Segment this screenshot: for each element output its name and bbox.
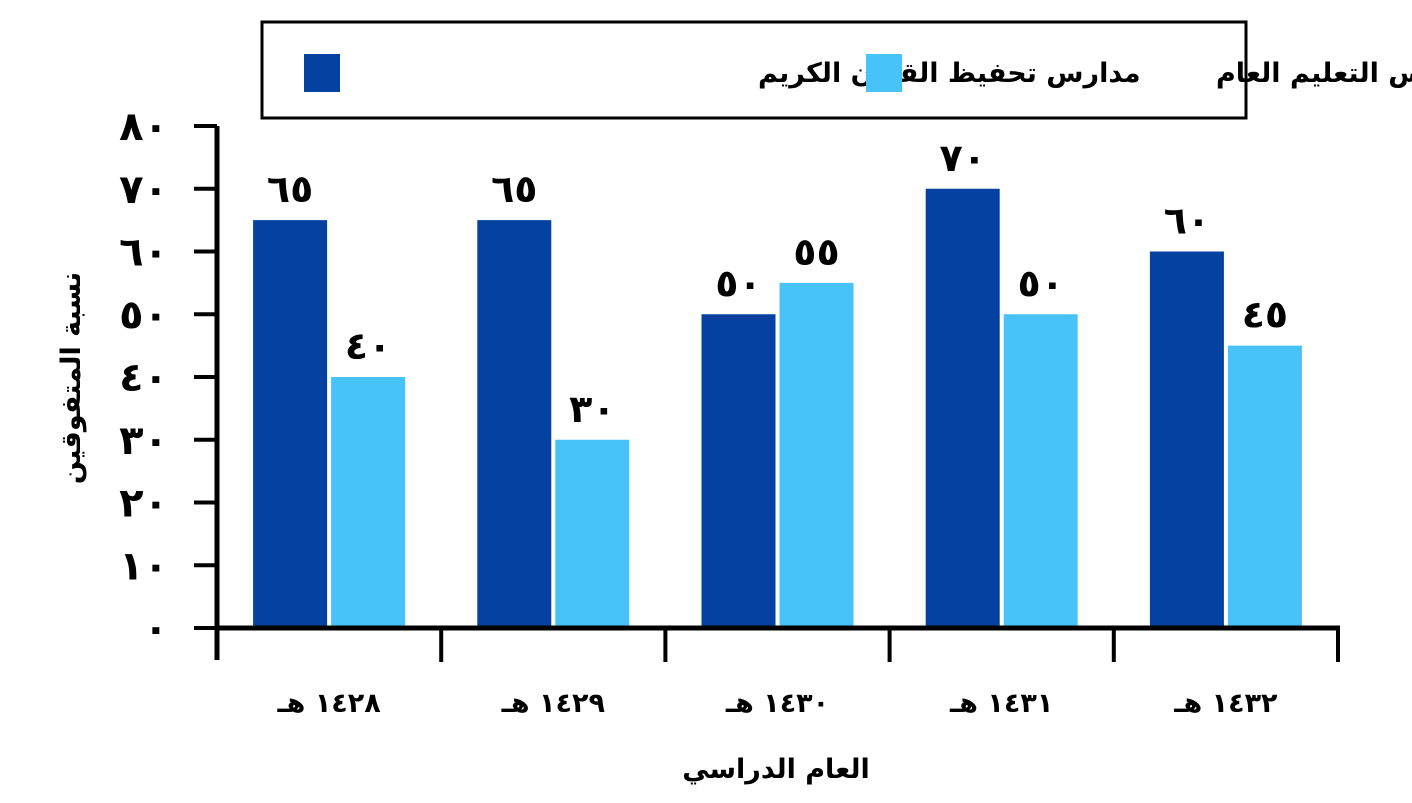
- x-axis-dividers: [439, 628, 1340, 662]
- bar-value-label: ٣٠: [569, 387, 615, 431]
- y-tick-label: ٣٠: [119, 418, 168, 464]
- y-axis-ticks: ٠ ١٠ ٢٠ ٣٠ ٤٠ ٥٠ ٦٠ ٧٠ ٨٠: [119, 104, 217, 652]
- legend-label-quran-schools: مدارس تحفيظ القرآن الكريم: [758, 56, 1141, 89]
- y-tick-label: ٥٠: [119, 292, 168, 338]
- bar-value-label: ٥٠: [715, 261, 761, 305]
- bar-quran-schools: [1149, 251, 1224, 628]
- y-tick-label: ٢٠: [119, 481, 168, 527]
- bar-value-label: ٥٥: [793, 230, 839, 274]
- bar-value-label: ٦٥: [491, 167, 537, 211]
- legend-label-general-schools: مدارس التعليم العام: [1216, 58, 1412, 89]
- bar-quran-schools: [253, 220, 328, 628]
- legend-swatch-quran-schools: [304, 54, 340, 92]
- bar-general-schools: [555, 439, 630, 628]
- y-tick-label: ٠: [144, 606, 168, 652]
- bar-quran-schools: [925, 188, 1000, 628]
- value-labels: ٦٥ ٤٠ ٦٥ ٣٠ ٥٠ ٥٥ ٧٠ ٥٠ ٦٠ ٤٥: [267, 136, 1288, 431]
- bar-general-schools: [1227, 345, 1302, 628]
- bar-general-schools: [779, 282, 854, 628]
- bar-general-schools: [1003, 314, 1078, 628]
- bar-value-label: ٦٥: [267, 167, 313, 211]
- legend-swatch-general-schools: [866, 54, 902, 92]
- x-category-label: ١٤٣٢ هـ: [1173, 688, 1278, 719]
- bar-value-label: ٤٥: [1242, 293, 1288, 337]
- x-category-label: ١٤٣١ هـ: [949, 688, 1053, 719]
- x-axis-title: العام الدراسي: [682, 754, 870, 785]
- y-tick-label: ٦٠: [119, 230, 168, 276]
- bar-value-label: ٦٠: [1164, 199, 1210, 243]
- y-tick-label: ٤٠: [119, 355, 168, 401]
- y-tick-label: ٨٠: [119, 104, 168, 150]
- bars: [253, 188, 1302, 628]
- bar-value-label: ٤٠: [345, 324, 391, 368]
- x-category-label: ١٤٢٨ هـ: [276, 688, 381, 719]
- bar-value-label: ٧٠: [940, 136, 986, 180]
- legend: مدارس تحفيظ القرآن الكريم مدارس التعليم …: [260, 20, 1412, 120]
- x-axis-labels: ١٤٢٨ هـ ١٤٢٩ هـ ١٤٣٠ هـ ١٤٣١ هـ ١٤٣٢ هـ: [276, 688, 1278, 719]
- bar-value-label: ٥٠: [1018, 261, 1064, 305]
- legend-box: [260, 20, 1248, 120]
- x-category-label: ١٤٢٩ هـ: [501, 688, 605, 719]
- x-category-label: ١٤٣٠ هـ: [725, 688, 829, 719]
- y-axis-title: نسبة المتفوقين: [56, 272, 87, 484]
- y-tick-label: ١٠: [119, 543, 168, 589]
- bar-general-schools: [331, 377, 406, 628]
- y-tick-label: ٧٠: [119, 167, 168, 213]
- bar-quran-schools: [701, 314, 776, 628]
- bar-quran-schools: [477, 220, 552, 628]
